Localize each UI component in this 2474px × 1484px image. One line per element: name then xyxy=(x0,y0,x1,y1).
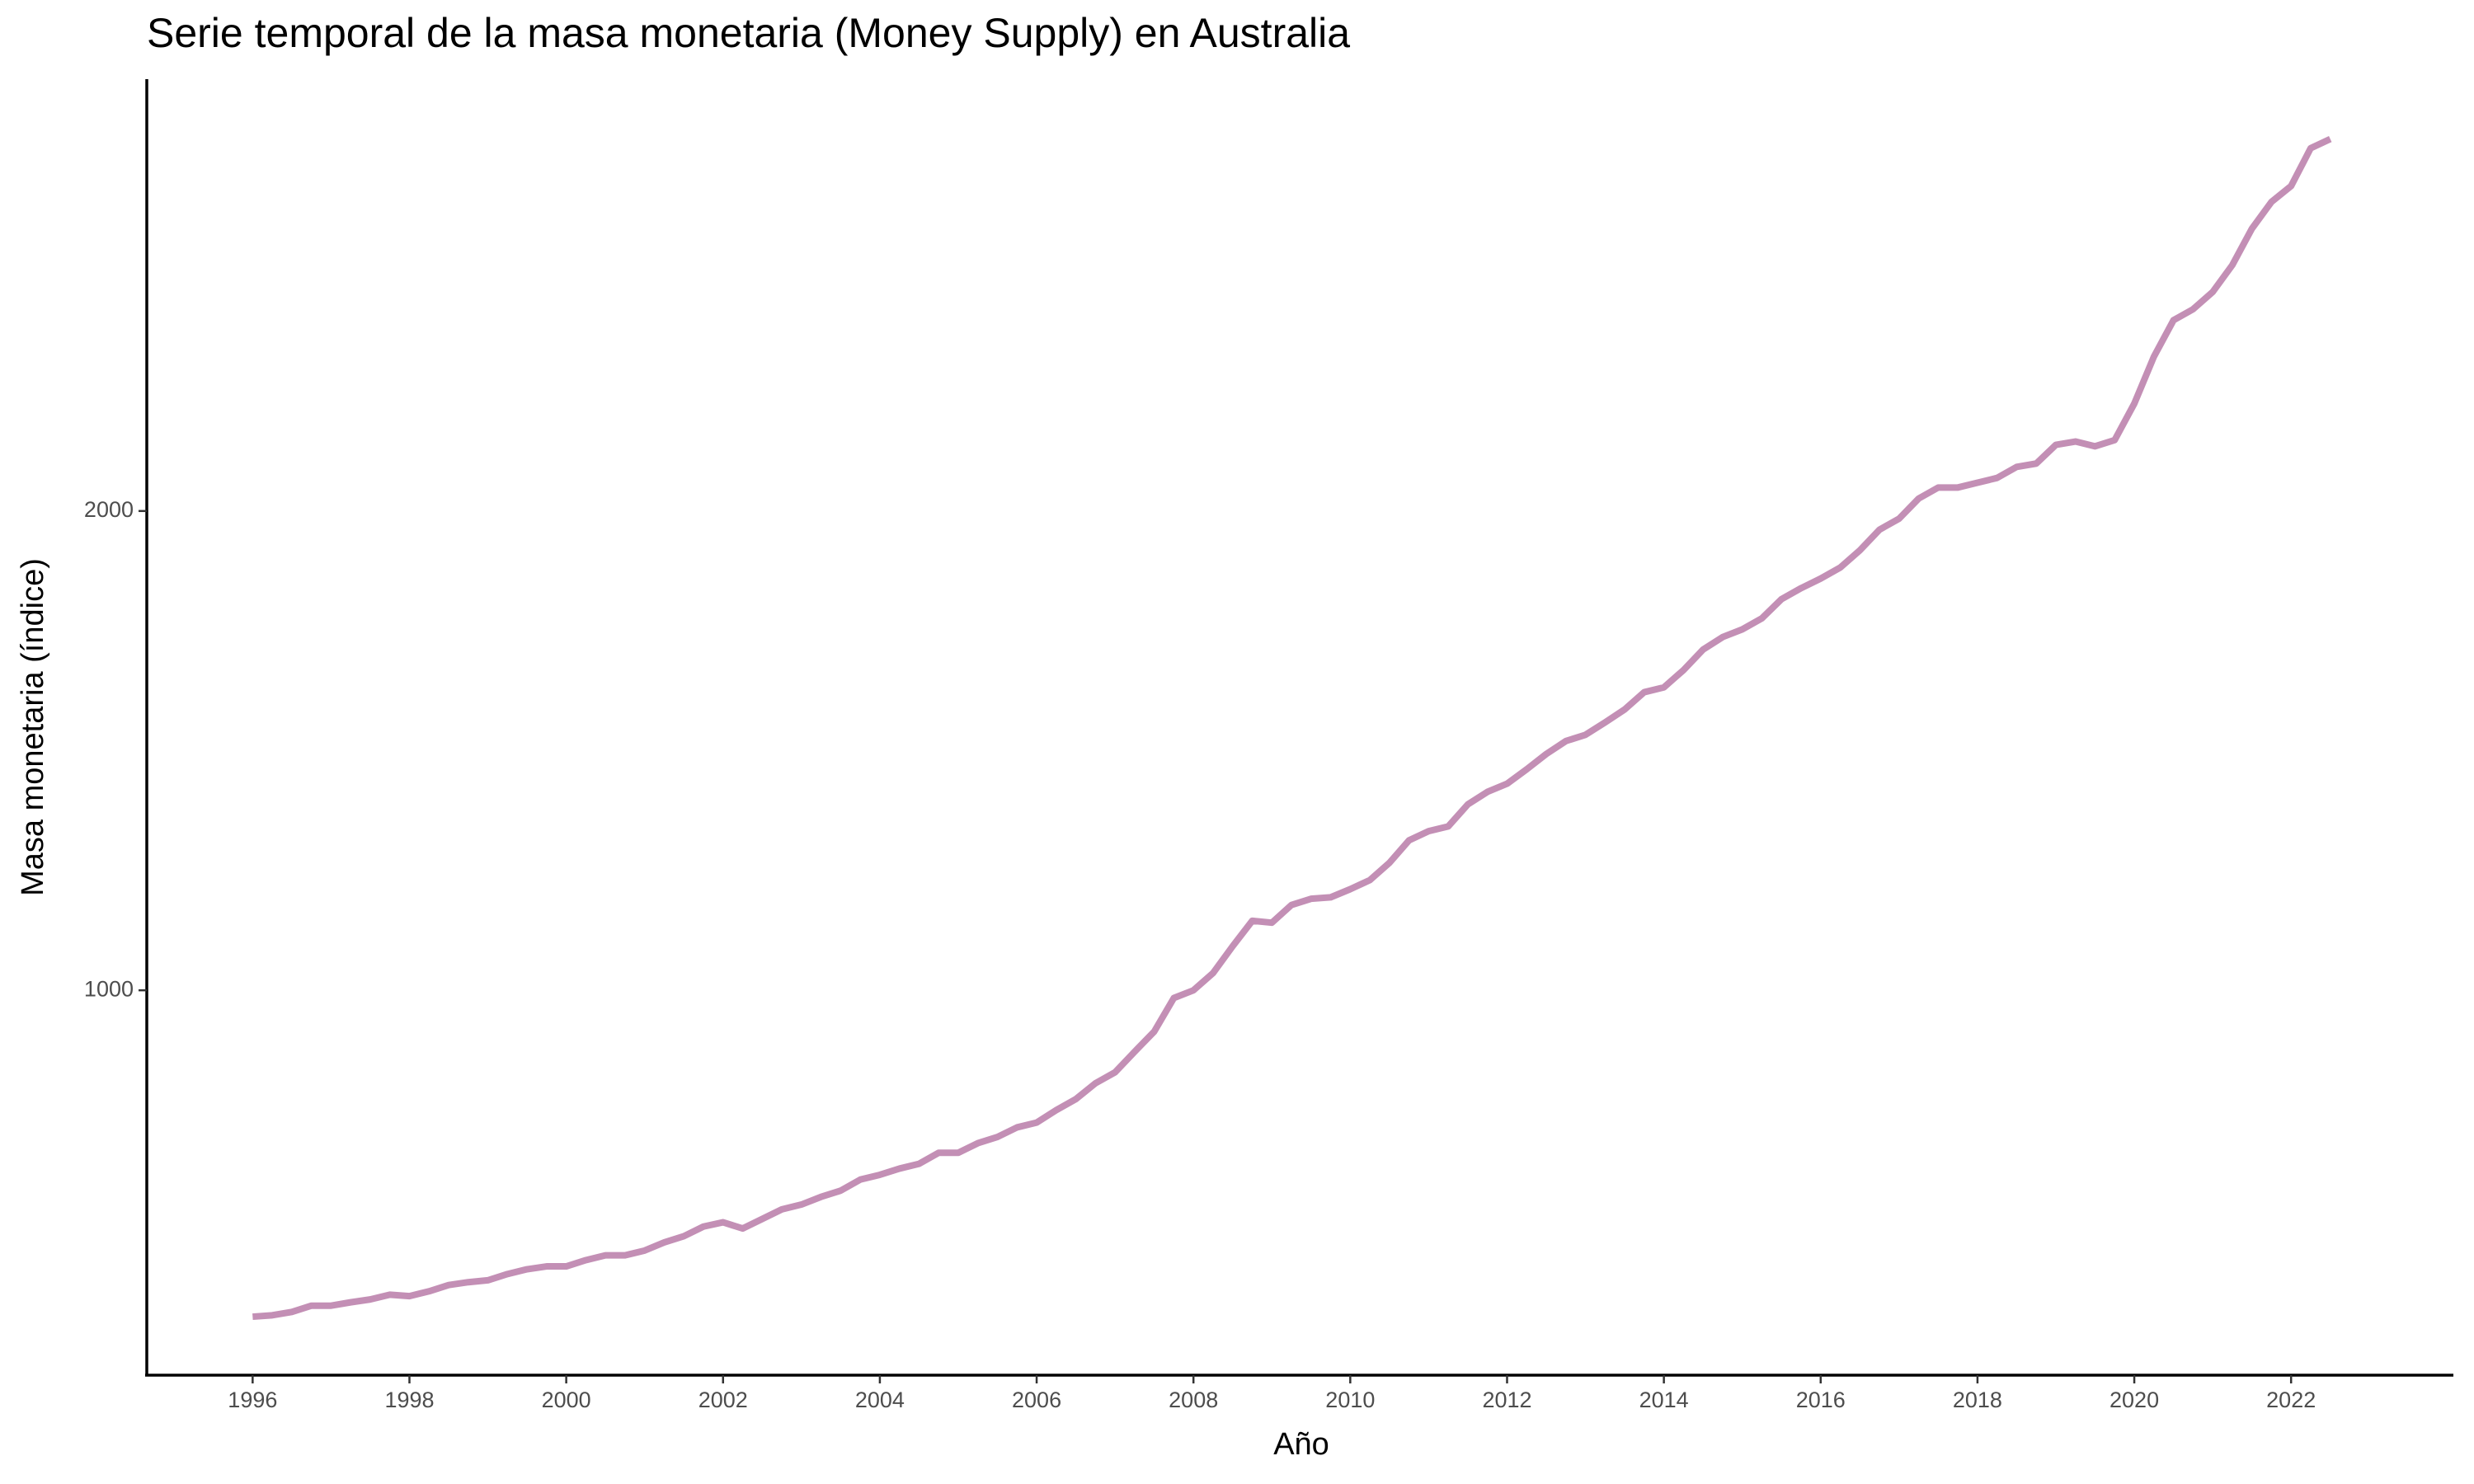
x-tick-label: 2008 xyxy=(1169,1388,1218,1412)
y-tick-label: 1000 xyxy=(84,976,134,1001)
x-tick-label: 1996 xyxy=(228,1388,277,1412)
y-tick-label: 2000 xyxy=(84,497,134,522)
x-tick-label: 2020 xyxy=(2109,1388,2159,1412)
x-tick-label: 2012 xyxy=(1482,1388,1531,1412)
x-tick-label: 2016 xyxy=(1796,1388,1846,1412)
x-tick-label: 2010 xyxy=(1325,1388,1375,1412)
x-tick-label: 2018 xyxy=(1953,1388,2002,1412)
chart-title: Serie temporal de la masa monetaria (Mon… xyxy=(147,10,1350,56)
x-tick-label: 2004 xyxy=(855,1388,905,1412)
x-tick-label: 2022 xyxy=(2266,1388,2316,1412)
x-tick-label: 2006 xyxy=(1012,1388,1061,1412)
x-tick-label: 1998 xyxy=(384,1388,434,1412)
x-axis-title: Año xyxy=(1273,1427,1329,1462)
data-line xyxy=(252,136,2332,1321)
x-tick-label: 2000 xyxy=(542,1388,591,1412)
x-tick-label: 2002 xyxy=(698,1388,748,1412)
y-axis-title: Masa monetaria (índice) xyxy=(16,558,50,896)
x-tick-label: 2014 xyxy=(1639,1388,1689,1412)
